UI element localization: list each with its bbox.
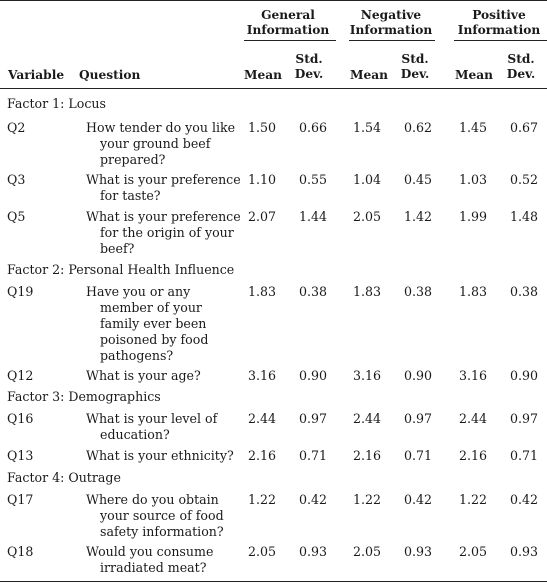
- variable-cell: Q17: [7, 492, 34, 507]
- negative-mean-cell: 2.05: [353, 209, 382, 224]
- general-mean-cell: 2.05: [248, 544, 277, 559]
- header-general-information: General Information: [246, 8, 330, 37]
- positive-mean-cell: 1.99: [459, 209, 488, 224]
- negative-std-dev-cell: 0.71: [404, 448, 433, 463]
- negative-mean-cell: 1.22: [353, 492, 382, 507]
- question-cell: What is your ethnicity?: [86, 448, 234, 463]
- question-cell: How tender do you like your ground beef …: [86, 120, 236, 167]
- negative-std-dev-cell: 0.38: [404, 284, 433, 299]
- column-header-variable: Variable: [8, 68, 65, 82]
- general-std-dev-cell: 0.97: [299, 411, 328, 426]
- factor-heading: Factor 2: Personal Health Influence: [7, 262, 235, 277]
- general-mean-cell: 2.16: [248, 448, 277, 463]
- positive-std-dev-cell: 0.52: [510, 172, 539, 187]
- variable-cell: Q16: [7, 411, 34, 426]
- negative-std-dev-cell: 1.42: [404, 209, 433, 224]
- negative-mean-cell: 1.54: [353, 120, 382, 135]
- positive-std-dev-cell: 0.97: [510, 411, 539, 426]
- positive-std-dev-cell: 0.90: [510, 368, 539, 383]
- positive-std-dev-cell: 0.42: [510, 492, 539, 507]
- negative-mean-cell: 2.44: [353, 411, 382, 426]
- negative-mean-cell: 2.16: [353, 448, 382, 463]
- general-std-dev-cell: 1.44: [299, 209, 328, 224]
- negative-mean-cell: 3.16: [353, 368, 382, 383]
- question-cell: What is your preference for the origin o…: [86, 209, 241, 256]
- variable-cell: Q19: [7, 284, 34, 299]
- header-positive-information: Positive Information: [457, 8, 541, 37]
- column-header-positive-mean: Mean: [455, 68, 494, 82]
- general-std-dev-cell: 0.93: [299, 544, 328, 559]
- positive-std-dev-cell: 1.48: [510, 209, 539, 224]
- header-bottom-rule: [0, 88, 547, 89]
- negative-mean-cell: 1.04: [353, 172, 382, 187]
- general-std-dev-cell: 0.38: [299, 284, 328, 299]
- general-std-dev-cell: 0.42: [299, 492, 328, 507]
- positive-mean-cell: 1.83: [459, 284, 488, 299]
- negative-std-dev-cell: 0.45: [404, 172, 433, 187]
- factor-heading: Factor 3: Demographics: [7, 389, 161, 404]
- variable-cell: Q5: [7, 209, 26, 224]
- general-mean-cell: 2.07: [248, 209, 277, 224]
- variable-cell: Q2: [7, 120, 26, 135]
- positive-std-dev-cell: 0.67: [510, 120, 539, 135]
- general-mean-cell: 1.83: [248, 284, 277, 299]
- positive-std-dev-cell: 0.71: [510, 448, 539, 463]
- general-information-underline: [244, 40, 336, 41]
- table-bottom-rule: [0, 581, 547, 582]
- positive-mean-cell: 1.03: [459, 172, 488, 187]
- question-cell: What is your level of education?: [86, 411, 218, 442]
- general-mean-cell: 1.10: [248, 172, 277, 187]
- table-top-rule: [0, 0, 547, 1]
- positive-mean-cell: 1.22: [459, 492, 488, 507]
- negative-std-dev-cell: 0.42: [404, 492, 433, 507]
- column-header-positive-std-dev: Std. Dev.: [506, 52, 536, 81]
- question-cell: What is your age?: [86, 368, 201, 383]
- positive-std-dev-cell: 0.38: [510, 284, 539, 299]
- general-std-dev-cell: 0.90: [299, 368, 328, 383]
- negative-mean-cell: 1.83: [353, 284, 382, 299]
- question-cell: Would you consume irradiated meat?: [86, 544, 214, 575]
- positive-mean-cell: 2.44: [459, 411, 488, 426]
- general-std-dev-cell: 0.71: [299, 448, 328, 463]
- variable-cell: Q18: [7, 544, 34, 559]
- negative-std-dev-cell: 0.90: [404, 368, 433, 383]
- question-cell: Where do you obtain your source of food …: [86, 492, 224, 539]
- positive-information-underline: [454, 40, 547, 41]
- positive-mean-cell: 3.16: [459, 368, 488, 383]
- column-header-negative-std-dev: Std. Dev.: [400, 52, 430, 81]
- general-std-dev-cell: 0.55: [299, 172, 328, 187]
- variable-cell: Q3: [7, 172, 26, 187]
- header-negative-information: Negative Information: [349, 8, 433, 37]
- negative-std-dev-cell: 0.93: [404, 544, 433, 559]
- negative-mean-cell: 2.05: [353, 544, 382, 559]
- negative-std-dev-cell: 0.97: [404, 411, 433, 426]
- negative-information-underline: [349, 40, 435, 41]
- negative-std-dev-cell: 0.62: [404, 120, 433, 135]
- question-cell: What is your preference for taste?: [86, 172, 241, 203]
- factor-heading: Factor 1: Locus: [7, 96, 106, 111]
- question-cell: Have you or any member of your family ev…: [86, 284, 209, 363]
- general-mean-cell: 1.50: [248, 120, 277, 135]
- factor-heading: Factor 4: Outrage: [7, 470, 121, 485]
- general-mean-cell: 3.16: [248, 368, 277, 383]
- variable-cell: Q13: [7, 448, 34, 463]
- general-mean-cell: 2.44: [248, 411, 277, 426]
- positive-std-dev-cell: 0.93: [510, 544, 539, 559]
- column-header-general-mean: Mean: [244, 68, 283, 82]
- general-std-dev-cell: 0.66: [299, 120, 328, 135]
- column-header-negative-mean: Mean: [350, 68, 389, 82]
- general-mean-cell: 1.22: [248, 492, 277, 507]
- column-header-general-std-dev: Std. Dev.: [294, 52, 324, 81]
- positive-mean-cell: 2.16: [459, 448, 488, 463]
- positive-mean-cell: 2.05: [459, 544, 488, 559]
- variable-cell: Q12: [7, 368, 34, 383]
- column-header-question: Question: [79, 68, 141, 82]
- positive-mean-cell: 1.45: [459, 120, 488, 135]
